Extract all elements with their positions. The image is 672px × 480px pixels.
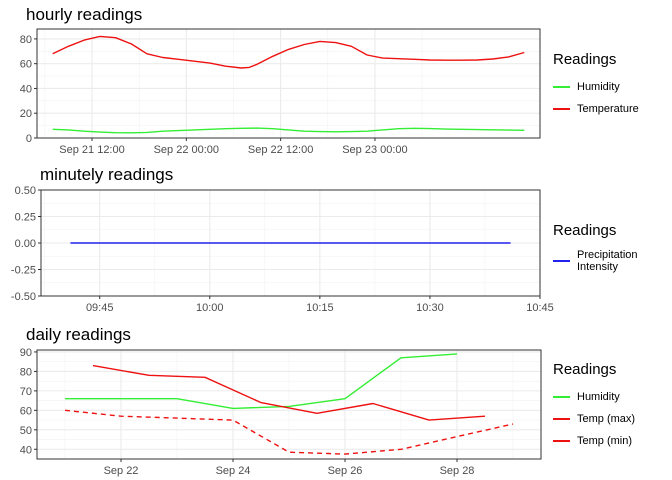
legend-label-humidity: Humidity: [577, 391, 620, 403]
legend-item-humidity: Humidity: [553, 76, 639, 98]
legend: Readings Humidity Temperature: [553, 51, 639, 120]
legend-item-temperature: Temperature: [553, 98, 639, 120]
gridlines: [37, 29, 540, 139]
minutely-chart: -0.50 -0.25 0.00 0.25 0.50 09:45 10:00 10:15 10:…: [11, 185, 554, 314]
x-tick-label: 10:00: [196, 302, 224, 314]
y-tick-label: 0: [26, 133, 32, 145]
x-tick-label: 09:45: [86, 302, 114, 314]
legend: Readings Humidity Temp (max) Temp (min): [553, 361, 635, 452]
hourly-chart-panel: hourly readings 0 20 40 60 80 Sep 21 12:00 Sep…: [0, 0, 672, 160]
hourly-chart: 0 20 40 60 80 Sep 21 12:00 Sep 22 00:00 Sep 22 …: [20, 28, 541, 156]
y-tick-label: 40: [20, 444, 32, 456]
y-tick-label: 60: [20, 59, 32, 71]
daily-chart-panel: daily readings 40 50 60 70 80 90 Sep 22 Sep 24 S…: [0, 320, 672, 480]
legend-label-temperature: Temperature: [577, 103, 639, 115]
y-tick-label: 80: [20, 34, 32, 46]
plot-border: [36, 28, 541, 139]
x-tick-label: Sep 22: [104, 465, 139, 477]
legend-label-humidity: Humidity: [577, 81, 620, 93]
y-tick-label: 50: [20, 425, 32, 437]
legend-key-temp-min: [553, 440, 570, 442]
legend-item-precipitation-intensity: Precipitation Intensity: [553, 247, 638, 275]
y-tick-label: 40: [20, 83, 32, 95]
series-line-humidity: [65, 353, 458, 410]
legend-item-humidity: Humidity: [553, 386, 635, 408]
y-tick-label: 80: [20, 366, 32, 378]
chart-title: hourly readings: [26, 5, 143, 24]
y-tick-label: 90: [20, 347, 32, 359]
x-tick-label: Sep 22 00:00: [154, 144, 219, 156]
legend-key-humidity: [553, 86, 570, 88]
series-line-temperature: [52, 35, 525, 69]
series-line-temp-max: [92, 364, 486, 421]
daily-chart: 40 50 60 70 80 90 Sep 22 Sep 24 Sep 26 Sep 28: [20, 347, 542, 477]
legend-key-humidity: [553, 396, 570, 398]
legend-label-temp-min: Temp (min): [577, 435, 633, 447]
legend-title: Readings: [553, 51, 617, 68]
x-tick-label: 10:30: [416, 302, 444, 314]
y-tick-label: 60: [20, 405, 32, 417]
y-tick-label: 0.50: [15, 185, 36, 197]
x-tick-label: Sep 24: [216, 465, 251, 477]
x-tick-label: Sep 21 12:00: [59, 144, 124, 156]
x-tick-label: Sep 22 12:00: [248, 144, 313, 156]
y-tick-label: 0.00: [15, 238, 36, 250]
y-tick-label: -0.25: [11, 265, 36, 277]
series-line-humidity: [52, 127, 525, 134]
x-tick-label: Sep 23 00:00: [342, 144, 407, 156]
x-tick-label: Sep 28: [440, 465, 475, 477]
gridlines: [37, 350, 541, 459]
minutely-chart-panel: minutely readings -0.50 -0.25 0.00 0.25 0.50…: [0, 160, 672, 320]
x-tick-label: 10:15: [306, 302, 334, 314]
legend: Readings Precipitation Intensity: [553, 222, 638, 275]
series-line-temp-min: [64, 409, 514, 455]
chart-title: daily readings: [26, 325, 131, 344]
y-tick-label: 70: [20, 386, 32, 398]
legend-title: Readings: [553, 361, 617, 378]
x-tick-label: Sep 26: [328, 465, 363, 477]
legend-title: Readings: [553, 222, 617, 239]
legend-label-precipitation-intensity: Precipitation Intensity: [577, 249, 638, 273]
y-tick-label: 0.25: [15, 212, 36, 224]
legend-key-precipitation-intensity: [553, 260, 570, 262]
chart-title: minutely readings: [40, 165, 174, 184]
legend-item-temp-min: Temp (min): [553, 430, 635, 452]
y-tick-label: -0.50: [11, 291, 36, 303]
plot-border: [36, 349, 542, 460]
legend-key-temperature: [553, 108, 570, 110]
y-tick-label: 20: [20, 108, 32, 120]
x-tick-label: 10:45: [526, 302, 554, 314]
legend-key-temp-max: [553, 418, 570, 420]
legend-label-temp-max: Temp (max): [577, 413, 636, 425]
legend-item-temp-max: Temp (max): [553, 408, 635, 430]
